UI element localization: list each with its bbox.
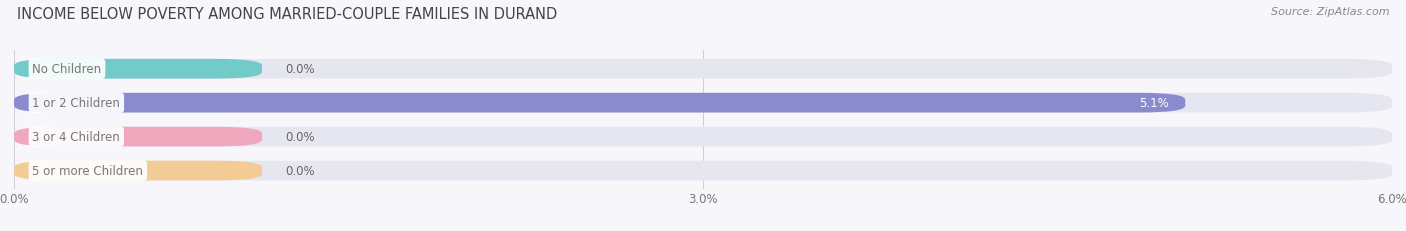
FancyBboxPatch shape xyxy=(14,127,262,147)
FancyBboxPatch shape xyxy=(14,93,1392,113)
Text: 1 or 2 Children: 1 or 2 Children xyxy=(32,97,121,110)
FancyBboxPatch shape xyxy=(14,60,262,79)
FancyBboxPatch shape xyxy=(14,93,1185,113)
FancyBboxPatch shape xyxy=(14,127,1392,147)
FancyBboxPatch shape xyxy=(14,161,1392,181)
Text: No Children: No Children xyxy=(32,63,101,76)
Text: 0.0%: 0.0% xyxy=(285,131,315,143)
Text: 3 or 4 Children: 3 or 4 Children xyxy=(32,131,120,143)
Text: 0.0%: 0.0% xyxy=(285,63,315,76)
Text: INCOME BELOW POVERTY AMONG MARRIED-COUPLE FAMILIES IN DURAND: INCOME BELOW POVERTY AMONG MARRIED-COUPL… xyxy=(17,7,557,22)
Text: 0.0%: 0.0% xyxy=(285,164,315,177)
FancyBboxPatch shape xyxy=(14,60,1392,79)
FancyBboxPatch shape xyxy=(14,161,262,181)
Text: Source: ZipAtlas.com: Source: ZipAtlas.com xyxy=(1271,7,1389,17)
Text: 5.1%: 5.1% xyxy=(1139,97,1170,110)
Text: 5 or more Children: 5 or more Children xyxy=(32,164,143,177)
